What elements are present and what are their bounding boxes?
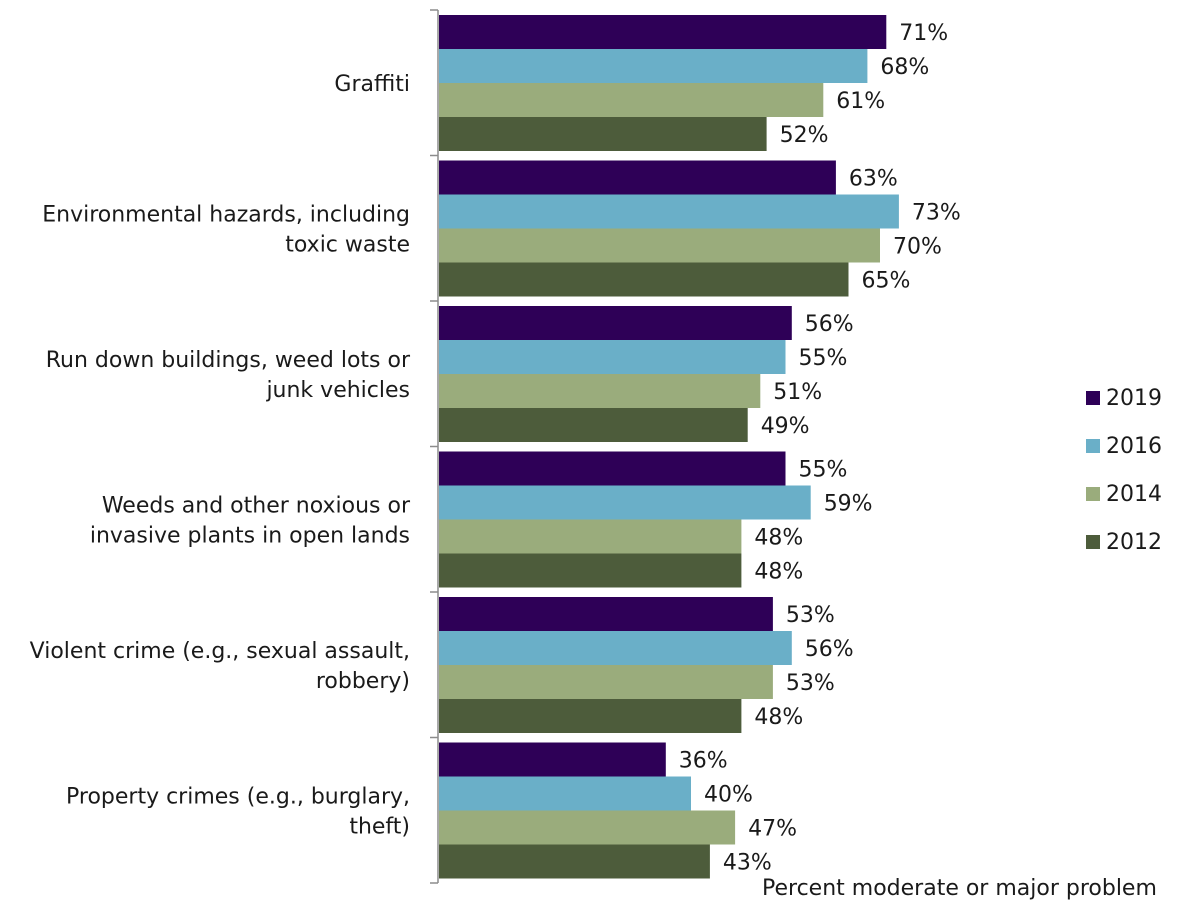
category-label: Run down buildings, weed lots or junk veh… bbox=[46, 348, 411, 403]
data-label: 63% bbox=[849, 167, 898, 192]
category-label: Property crimes (e.g., burglary, theft) bbox=[66, 784, 410, 839]
data-label: 53% bbox=[786, 671, 835, 696]
legend-label: 2012 bbox=[1106, 529, 1162, 555]
legend-swatch bbox=[1086, 535, 1100, 549]
bar-2012 bbox=[439, 262, 849, 297]
bar-2019 bbox=[439, 451, 786, 486]
legend: 2019 2016 2014 2012 bbox=[1086, 374, 1196, 566]
legend-item-2019: 2019 bbox=[1086, 374, 1196, 422]
data-label: 73% bbox=[912, 201, 961, 226]
category-label: Weeds and other noxious or invasive plant… bbox=[90, 493, 411, 548]
bar-2012 bbox=[439, 844, 710, 879]
bar-2012 bbox=[439, 408, 748, 442]
data-label: 65% bbox=[862, 269, 911, 294]
data-label: 68% bbox=[880, 55, 929, 80]
legend-item-2016: 2016 bbox=[1086, 422, 1196, 470]
bar-2016 bbox=[439, 631, 792, 665]
data-label: 40% bbox=[704, 783, 753, 808]
data-label: 53% bbox=[786, 603, 835, 628]
data-label: 56% bbox=[805, 312, 854, 337]
legend-label: 2014 bbox=[1106, 481, 1162, 507]
bar-2012 bbox=[439, 699, 742, 733]
legend-label: 2016 bbox=[1106, 433, 1162, 459]
bar-2019 bbox=[439, 15, 887, 49]
data-label: 55% bbox=[799, 346, 848, 371]
legend-swatch bbox=[1086, 439, 1100, 453]
data-label: 51% bbox=[773, 380, 822, 405]
data-label: 48% bbox=[754, 560, 803, 585]
x-axis-label: Percent moderate or major problem bbox=[762, 876, 1157, 901]
data-label: 71% bbox=[899, 21, 948, 46]
bar-2019 bbox=[439, 160, 836, 195]
bar-2016 bbox=[439, 340, 786, 374]
legend-item-2012: 2012 bbox=[1086, 518, 1196, 566]
bar-2019 bbox=[439, 306, 792, 340]
bar-2014 bbox=[439, 810, 736, 845]
data-label: 49% bbox=[761, 414, 810, 439]
legend-swatch bbox=[1086, 487, 1100, 501]
data-label: 47% bbox=[748, 817, 797, 842]
data-label: 56% bbox=[805, 637, 854, 662]
data-label: 55% bbox=[799, 458, 848, 483]
bar-2014 bbox=[439, 665, 773, 699]
category-label: Graffiti bbox=[334, 72, 410, 97]
bar-2012 bbox=[439, 553, 742, 588]
data-label: 43% bbox=[723, 851, 772, 876]
data-label: 36% bbox=[679, 749, 728, 774]
bar-2019 bbox=[439, 742, 666, 777]
category-label: Violent crime (e.g., sexual assault, robb… bbox=[30, 639, 410, 694]
data-label: 61% bbox=[836, 89, 885, 114]
legend-label: 2019 bbox=[1106, 385, 1162, 411]
bar-2014 bbox=[439, 519, 742, 554]
bar-2012 bbox=[439, 117, 767, 151]
legend-swatch bbox=[1086, 391, 1100, 405]
data-label: 52% bbox=[780, 123, 829, 148]
bar-2014 bbox=[439, 374, 761, 408]
bar-2014 bbox=[439, 83, 824, 117]
data-label: 48% bbox=[754, 526, 803, 551]
bar-2019 bbox=[439, 597, 773, 631]
bar-2016 bbox=[439, 194, 899, 229]
data-label: 48% bbox=[754, 705, 803, 730]
category-label: Environmental hazards, including toxic wa… bbox=[42, 202, 410, 257]
bar-2014 bbox=[439, 228, 880, 263]
bar-2016 bbox=[439, 49, 868, 83]
bar-2016 bbox=[439, 776, 691, 811]
legend-item-2014: 2014 bbox=[1086, 470, 1196, 518]
data-label: 70% bbox=[893, 235, 942, 260]
bar-2016 bbox=[439, 485, 811, 520]
data-label: 59% bbox=[824, 492, 873, 517]
